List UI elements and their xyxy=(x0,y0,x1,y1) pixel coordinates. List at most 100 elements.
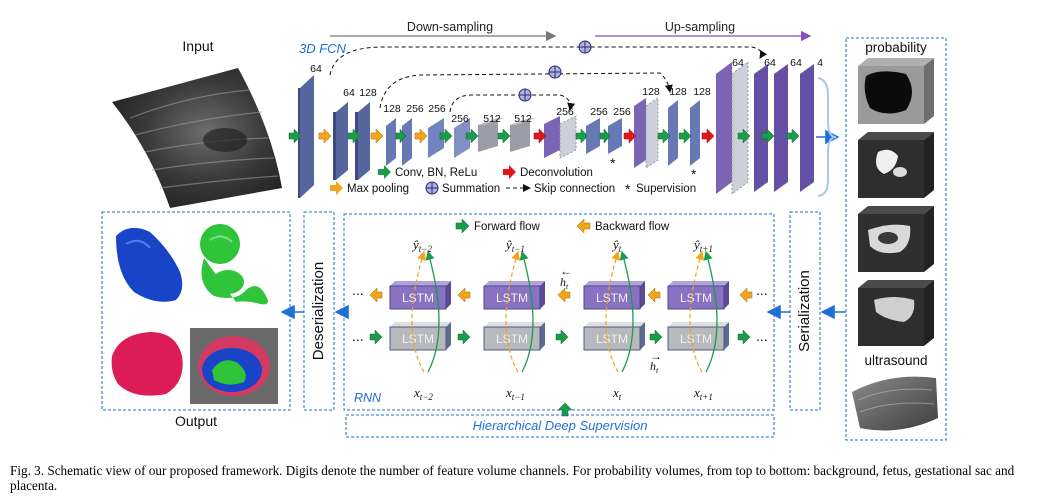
lstm-forward-cell: LSTM xyxy=(483,322,545,351)
h-forward-var: ht xyxy=(650,359,659,375)
feature-volume-64e xyxy=(774,64,788,192)
output-panel xyxy=(101,211,291,411)
feature-volume-128a xyxy=(355,102,370,180)
serialization-box xyxy=(789,211,821,411)
channel-label: 4 xyxy=(817,57,823,69)
feature-volume-128f xyxy=(690,100,700,166)
channel-labels: 64 64 128 128 256 256 256 512 512 256 25… xyxy=(310,57,823,125)
backward-flow-icon xyxy=(576,218,591,234)
feature-volume-256b xyxy=(454,118,470,158)
channel-label: 128 xyxy=(383,103,401,115)
channel-label: 64 xyxy=(764,57,776,69)
up-sampling-label: Up-sampling xyxy=(665,20,735,34)
x-label: xt+1 xyxy=(693,385,713,402)
lstm-label: LSTM xyxy=(680,291,712,305)
ultrasound-label: ultrasound xyxy=(864,353,927,368)
channel-label: 64 xyxy=(343,87,355,99)
deserialization-label: Deserialization xyxy=(310,262,327,360)
legend-skip-label: Skip connection xyxy=(534,183,615,195)
legend-deconv: Deconvolution xyxy=(503,165,593,179)
down-sampling-label: Down-sampling xyxy=(407,20,493,34)
down-sampling-arrow: Down-sampling xyxy=(330,20,557,42)
supervision-stars: * * xyxy=(610,155,697,182)
channel-label: 512 xyxy=(514,113,532,125)
lstm-label: LSTM xyxy=(596,291,628,305)
feature-volume-256a xyxy=(428,118,444,158)
channel-label: 256 xyxy=(428,103,446,115)
legend-maxpool: Max pooling xyxy=(330,181,409,195)
lstm-backward-cell: LSTM xyxy=(483,281,545,310)
feature-volume-4 xyxy=(800,64,814,192)
output-placenta-red-shape xyxy=(111,332,183,396)
legend-maxpool-label: Max pooling xyxy=(347,183,409,195)
summation-icon xyxy=(578,40,592,54)
h-backward-var: ht xyxy=(560,275,569,291)
rnn-label: RNN xyxy=(354,391,382,405)
feature-volume-64b xyxy=(333,102,348,180)
output-label: Output xyxy=(175,413,217,429)
lstm-forward-cell: LSTM xyxy=(389,322,451,351)
legend-conv-label: Conv, BN, ReLu xyxy=(395,167,477,179)
feature-volume-128d xyxy=(634,97,659,169)
lstm-forward-cell: LSTM xyxy=(667,322,729,351)
probability-volume-background xyxy=(858,58,934,124)
framework-figure: Input 3D FCN Down-sampling Up-sampling xyxy=(101,20,947,441)
feature-volume-256c xyxy=(544,115,577,159)
lstm-backward-cell: LSTM xyxy=(583,281,645,310)
fcn-bracket xyxy=(817,77,837,197)
up-sampling-arrow: Up-sampling xyxy=(595,20,812,42)
x-label: xt−2 xyxy=(413,385,433,402)
channel-label: 128 xyxy=(642,86,660,98)
forward-flow-icon xyxy=(455,218,470,234)
feature-volume-128b xyxy=(386,118,396,166)
feature-volume-512a xyxy=(478,118,504,152)
channel-label: 512 xyxy=(483,113,501,125)
hds-arrow-icon xyxy=(557,402,573,417)
channel-label: 256 xyxy=(613,106,631,118)
deserialization-box xyxy=(303,211,335,411)
x-label: xt xyxy=(612,385,622,402)
lstm-column-t-1: LSTM LSTM ŷt−1 xt−1 xyxy=(483,237,545,402)
y-hat-label: ŷt+1 xyxy=(692,237,713,254)
fcn-label: 3D FCN xyxy=(299,41,347,56)
y-hat-label: ŷt xyxy=(611,237,622,254)
output-background-blue-shape xyxy=(116,227,183,302)
channel-label: 256 xyxy=(590,106,608,118)
ellipsis: ... xyxy=(756,328,768,344)
feature-volume-512b xyxy=(510,118,536,152)
feature-volume-64a xyxy=(298,75,314,198)
flow-legend: Forward flow Backward flow xyxy=(455,218,670,234)
lstm-label: LSTM xyxy=(402,332,434,346)
summation-icon xyxy=(518,88,532,102)
forward-flow-label: Forward flow xyxy=(474,221,541,233)
rnn-flow-arrows xyxy=(369,287,753,345)
probability-volume-gestational-sac xyxy=(858,206,934,272)
rnn-ellipses: ... ... ... ... xyxy=(352,282,768,344)
probability-volume-fetus xyxy=(858,132,934,198)
lstm-backward-cell: LSTM xyxy=(389,281,451,310)
lstm-column-t-2: LSTM LSTM ŷt−2 xt−2 xyxy=(389,237,451,402)
lstm-label: LSTM xyxy=(596,332,628,346)
summation-icon xyxy=(548,65,562,79)
probability-label: probability xyxy=(865,40,927,55)
legend-summation: Summation xyxy=(425,181,500,195)
supervision-star: * xyxy=(691,166,697,182)
probability-panel xyxy=(845,37,947,441)
h-backward-label: ← xyxy=(560,264,572,278)
lstm-label: LSTM xyxy=(496,332,528,346)
legend-supervision-label: Supervision xyxy=(636,183,696,195)
lstm-forward-cell: LSTM xyxy=(583,322,645,351)
legend-summation-label: Summation xyxy=(442,183,500,195)
feature-volume-64c xyxy=(716,61,749,195)
channel-label: 256 xyxy=(556,106,574,118)
legend-conv: Conv, BN, ReLu xyxy=(378,165,477,179)
lstm-grid: LSTM LSTM ŷt−2 xt−2 LSTM xyxy=(389,237,729,402)
ellipsis: ... xyxy=(756,282,768,298)
input-ultrasound-image xyxy=(112,68,282,208)
lstm-backward-cell: LSTM xyxy=(667,281,729,310)
x-label: xt−1 xyxy=(505,385,525,402)
lstm-column-t+1: LSTM LSTM ŷt+1 xt+1 xyxy=(667,237,729,402)
summation-icons xyxy=(518,40,592,102)
feature-volume-128c xyxy=(402,118,412,166)
skip-connections xyxy=(329,46,768,113)
